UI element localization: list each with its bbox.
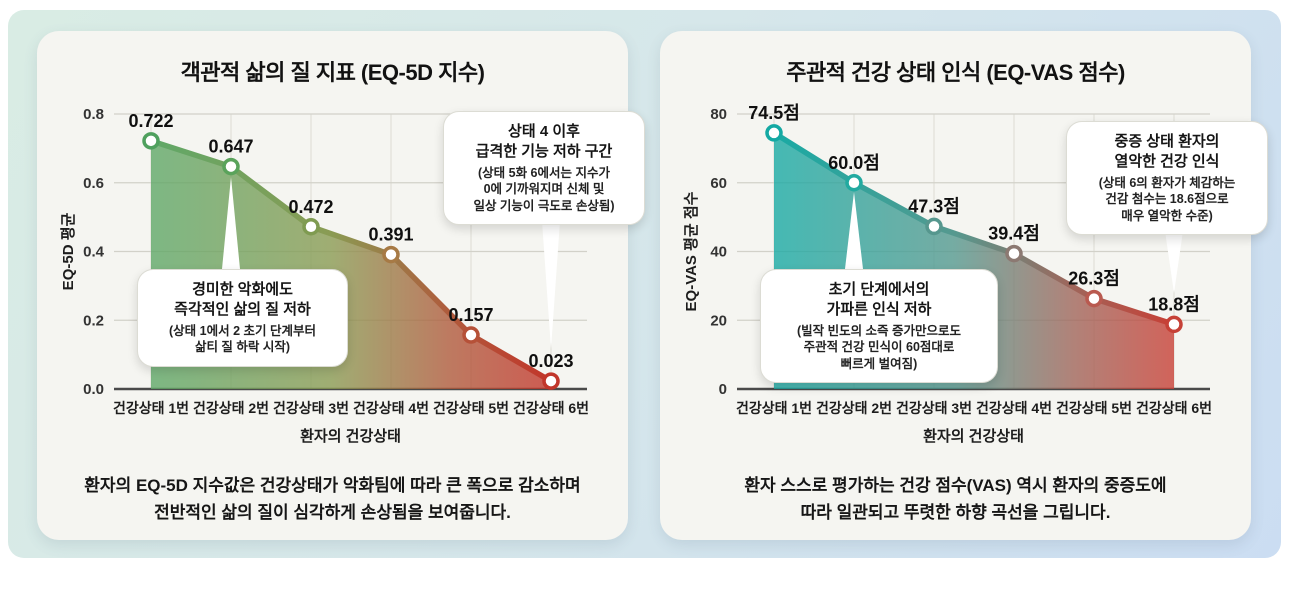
annotation-severe-perception: 중증 상태 환자의 열악한 건강 인식 (상태 6의 환자가 체감하는 건감 첨… bbox=[1066, 121, 1268, 236]
annotation-title-line: 가파른 인식 저하 bbox=[826, 300, 932, 318]
annotation-title-line: 즉각적인 삶의 질 저하 bbox=[174, 300, 311, 318]
annotation-body-line: (빌작 빈도의 소즉 증가만으로도 bbox=[796, 323, 962, 338]
annotation-body-line: 삶티 질 하락 시작) bbox=[194, 340, 291, 355]
annotation-body-line: 건감 첨수는 18.6점으로 bbox=[1105, 192, 1229, 207]
annotation-body-line: 0에 기까워지며 신체 및 bbox=[483, 182, 605, 197]
x-tick-label: 건강상태 1번 bbox=[736, 400, 812, 416]
y-tick-label: 40 bbox=[710, 244, 727, 261]
chart-line bbox=[771, 130, 1177, 328]
x-tick-label: 건강상태 2번 bbox=[816, 400, 892, 416]
annotation-severe-decline: 상태 4 이후 급격한 기능 저하 구간 (상태 5화 6에서는 지수가 0에 … bbox=[443, 111, 645, 226]
y-tick-label: 0.0 bbox=[83, 381, 104, 398]
x-tick-label: 건강상태 3번 bbox=[896, 400, 972, 416]
annotation-body-line: 뻐르게 벌여짐) bbox=[840, 356, 918, 371]
annotation-early-drop: 초기 단계에서의 가파른 인식 저하 (빌작 빈도의 소즉 증가만으로도 주관적… bbox=[760, 269, 998, 384]
y-tick-label: 0.4 bbox=[83, 244, 105, 261]
annotation-tail-down bbox=[542, 221, 560, 349]
data-point-label: 47.3점 bbox=[908, 196, 960, 216]
x-tick-label: 건강상태 1번 bbox=[113, 400, 189, 416]
data-point-marker bbox=[542, 372, 560, 390]
x-tick-label: 건강상태 3번 bbox=[273, 400, 349, 416]
eq5d-caption: 환자의 EQ-5D 지수값은 건강상태가 악화팀에 따라 큰 폭으로 감소하며 … bbox=[47, 473, 618, 526]
data-point-label: 39.4점 bbox=[988, 224, 1040, 244]
annotation-tail-down bbox=[1165, 231, 1183, 293]
caption-line: 전반적인 삶의 질이 심각하게 손상됨을 보여줍니다. bbox=[154, 502, 511, 522]
data-point-label: 0.722 bbox=[128, 111, 173, 131]
annotation-mild-decline: 경미한 악화에도 즉각적인 삶의 질 저하 (상태 1에서 2 초기 단계부터 … bbox=[137, 269, 348, 367]
y-axis-title: EQ-VAS 평균 점수 bbox=[682, 191, 700, 311]
data-point-marker bbox=[142, 132, 160, 150]
data-point-label: 0.391 bbox=[368, 225, 413, 245]
x-tick-label: 건강상태 4번 bbox=[976, 400, 1052, 416]
data-point-label: 60.0점 bbox=[828, 153, 880, 173]
annotation-body-line: (상태 5화 6에서는 지수가 bbox=[478, 165, 610, 180]
annotation-title-line: 상태 4 이후 bbox=[508, 123, 580, 140]
y-axis-title: EQ-5D 평균 bbox=[59, 213, 77, 291]
caption-line: 환자의 EQ-5D 지수값은 건강상태가 악화팀에 따라 큰 폭으로 감소하며 bbox=[84, 476, 581, 496]
data-point-label: 26.3점 bbox=[1068, 269, 1120, 289]
x-axis-title: 환자의 건강상태 bbox=[923, 427, 1024, 445]
caption-line: 따라 일관되고 뚜렷한 하향 곡선을 그립니다. bbox=[800, 502, 1111, 522]
eqvas-chart-card: 주관적 건강 상태 인식 (EQ-VAS 점수) 0 20 40 60 80 74.5점 6… bbox=[660, 31, 1268, 540]
y-tick-label: 20 bbox=[710, 312, 727, 329]
x-tick-label: 건강상태 2번 bbox=[193, 400, 269, 416]
annotation-body-line: 일상 기능이 극도로 손상됨) bbox=[473, 198, 615, 213]
annotation-tail-up bbox=[222, 177, 240, 269]
y-tick-label: 80 bbox=[710, 106, 727, 123]
annotation-title-line: 급격한 기능 저하 구간 bbox=[475, 142, 613, 160]
annotation-title-line: 열악한 건강 인식 bbox=[1114, 152, 1220, 170]
x-axis-title: 환자의 건강상태 bbox=[300, 427, 401, 445]
data-point-marker bbox=[382, 245, 400, 264]
x-tick-label: 건강상태 5번 bbox=[1056, 400, 1132, 416]
eqvas-caption: 환자 스스로 평가하는 건강 점수(VAS) 역시 환자의 중증도에 따라 일관… bbox=[670, 473, 1241, 526]
annotation-body-line: (상태 1에서 2 초기 단계부터 bbox=[169, 323, 316, 338]
y-tick-label: 0 bbox=[719, 381, 727, 398]
data-point-marker bbox=[222, 157, 240, 176]
data-point-marker bbox=[462, 326, 480, 344]
data-point-marker bbox=[1005, 244, 1023, 263]
y-tick-label: 0.8 bbox=[83, 106, 104, 123]
x-tick-label: 건강상태 5번 bbox=[433, 400, 509, 416]
y-tick-label: 0.6 bbox=[83, 175, 104, 192]
x-tick-label: 건강상태 6번 bbox=[1136, 400, 1212, 416]
x-tick-label: 건강상태 4번 bbox=[353, 400, 429, 416]
data-point-marker bbox=[925, 217, 943, 236]
x-tick-label: 건강상태 6번 bbox=[513, 400, 589, 416]
data-point-label: 74.5점 bbox=[748, 103, 800, 123]
chart-line bbox=[148, 138, 554, 384]
caption-line: 환자 스스로 평가하는 건강 점수(VAS) 역시 환자의 중증도에 bbox=[744, 476, 1167, 496]
annotation-body-line: 주관적 건강 민식이 60점대로 bbox=[803, 340, 955, 355]
annotation-body-line: (상태 6의 환자가 체감하는 bbox=[1098, 175, 1236, 190]
data-point-label: 18.8점 bbox=[1148, 294, 1200, 314]
data-point-marker bbox=[845, 174, 863, 192]
data-point-marker bbox=[1165, 315, 1183, 334]
annotation-title-line: 경미한 악화에도 bbox=[192, 281, 293, 298]
y-tick-label: 60 bbox=[710, 175, 727, 192]
data-point-marker bbox=[1085, 289, 1103, 308]
data-point-label: 0.647 bbox=[208, 137, 253, 157]
data-point-label: 0.023 bbox=[528, 351, 573, 371]
y-tick-label: 0.2 bbox=[83, 312, 104, 329]
eq5d-chart-card: 객관적 삶의 질 지표 (EQ-5D 지수) 0.0 0.2 0.4 0.6 0.8 0.… bbox=[37, 31, 645, 540]
data-point-label: 0.157 bbox=[448, 305, 493, 325]
eq5d-chart-title: 객관적 삶의 질 지표 (EQ-5D 지수) bbox=[180, 60, 485, 85]
annotation-title-line: 중증 상태 환자의 bbox=[1114, 133, 1220, 150]
annotation-title-line: 초기 단계에서의 bbox=[828, 281, 930, 298]
eqvas-chart-title: 주관적 건강 상태 인식 (EQ-VAS 점수) bbox=[786, 60, 1125, 85]
data-point-label: 0.472 bbox=[288, 197, 333, 217]
data-point-marker bbox=[302, 218, 320, 236]
data-point-marker bbox=[765, 124, 783, 142]
annotation-tail-up bbox=[845, 192, 863, 269]
annotation-body-line: 매우 열악한 수준) bbox=[1121, 208, 1213, 223]
